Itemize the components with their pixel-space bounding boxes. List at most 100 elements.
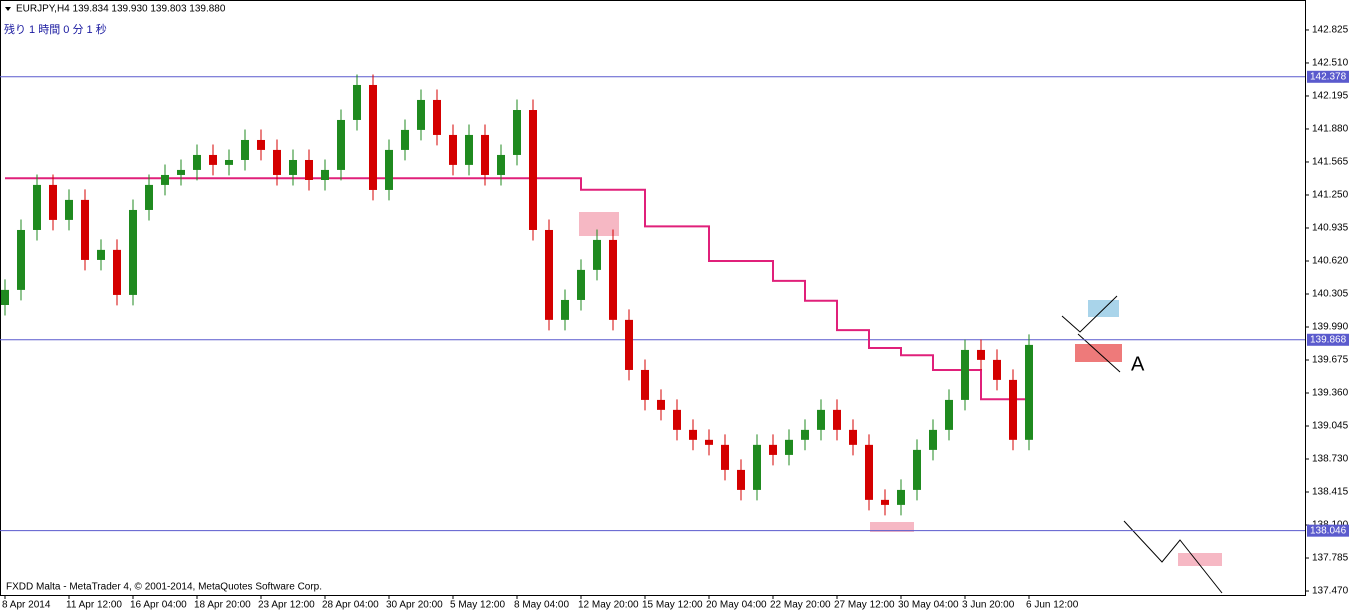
candle-body xyxy=(305,159,313,180)
x-tick-label: 8 May 04:00 xyxy=(514,600,569,611)
candle-body xyxy=(673,409,681,430)
candle-body xyxy=(17,229,25,290)
chart-header: EURJPY,H4 139.834 139.930 139.803 139.88… xyxy=(16,4,226,15)
x-tick-label: 30 May 04:00 xyxy=(898,600,959,611)
candle-body xyxy=(865,444,873,500)
x-tick-label: 27 May 12:00 xyxy=(834,600,895,611)
candle-body xyxy=(177,169,185,175)
candle-body xyxy=(49,184,57,220)
candle-body xyxy=(545,229,553,320)
y-tick-label: 142.195 xyxy=(1312,91,1349,102)
candle-body xyxy=(97,249,105,260)
candle-body xyxy=(801,429,809,440)
candle-body xyxy=(769,444,777,455)
x-tick-label: 6 Jun 12:00 xyxy=(1026,600,1079,611)
candle-body xyxy=(65,199,73,220)
candle-body xyxy=(225,159,233,165)
candle-body xyxy=(689,429,697,440)
candle-body xyxy=(353,84,361,120)
projection xyxy=(1123,520,1223,594)
candle-body xyxy=(497,154,505,175)
x-tick-label: 20 May 04:00 xyxy=(706,600,767,611)
candle-body xyxy=(753,444,761,490)
candle-body xyxy=(465,134,473,165)
candle-body xyxy=(561,299,569,320)
candle-body xyxy=(993,359,1001,380)
x-tick-label: 30 Apr 20:00 xyxy=(386,600,443,611)
candle-body xyxy=(913,449,921,490)
candle-body xyxy=(737,469,745,490)
y-tick-label: 137.785 xyxy=(1312,553,1349,564)
candle-body xyxy=(385,149,393,190)
candle-body xyxy=(257,139,265,150)
y-tick-label: 141.250 xyxy=(1312,190,1349,201)
price-label-box xyxy=(1307,70,1349,83)
projection xyxy=(1077,333,1121,373)
candle-body xyxy=(209,154,217,165)
x-tick-label: 28 Apr 04:00 xyxy=(322,600,379,611)
x-tick-label: 12 May 20:00 xyxy=(578,600,639,611)
candle-body xyxy=(833,409,841,430)
timer: 残り 1 時間 0 分 1 秒 xyxy=(4,22,107,36)
y-tick-label: 140.935 xyxy=(1312,223,1349,234)
candle-body xyxy=(529,110,537,230)
candle-body xyxy=(113,249,121,295)
y-tick-label: 142.825 xyxy=(1312,25,1349,36)
candle-body xyxy=(417,99,425,130)
x-tick-label: 23 Apr 12:00 xyxy=(258,600,315,611)
candle-body xyxy=(641,369,649,400)
candle-body xyxy=(401,129,409,150)
candle-body xyxy=(849,429,857,445)
candle-body xyxy=(705,439,713,445)
price-label: 138.046 xyxy=(1310,525,1347,536)
candle-body xyxy=(977,349,985,360)
candle-body xyxy=(721,444,729,470)
candle-body xyxy=(241,139,249,160)
candle-body xyxy=(625,319,633,370)
price-label: 142.378 xyxy=(1310,71,1347,82)
y-tick-label: 142.510 xyxy=(1312,58,1349,69)
y-tick-label: 141.565 xyxy=(1312,157,1349,168)
candle-body xyxy=(337,119,345,170)
candle-body xyxy=(577,269,585,300)
y-tick-label: 141.880 xyxy=(1312,124,1349,135)
trend-line xyxy=(5,177,1029,401)
x-tick-label: 18 Apr 20:00 xyxy=(194,600,251,611)
candle-body xyxy=(881,499,889,505)
y-tick-label: 139.675 xyxy=(1312,355,1349,366)
candle-body xyxy=(961,349,969,400)
x-tick-label: 11 Apr 12:00 xyxy=(66,600,122,611)
candle-body xyxy=(929,429,937,450)
price-label-box xyxy=(1307,333,1349,346)
candle-body xyxy=(449,134,457,165)
candle-body xyxy=(785,439,793,455)
y-tick-label: 139.045 xyxy=(1312,421,1349,432)
candle-body xyxy=(897,489,905,505)
candle-body xyxy=(1009,379,1017,440)
candle-body xyxy=(193,154,201,170)
x-tick-label: 15 May 12:00 xyxy=(642,600,703,611)
y-tick-label: 140.305 xyxy=(1312,289,1349,300)
y-tick-label: 138.730 xyxy=(1312,454,1349,465)
zone xyxy=(579,212,619,236)
projection xyxy=(1061,295,1118,333)
candle-body xyxy=(321,169,329,180)
x-tick-label: 22 May 20:00 xyxy=(770,600,831,611)
y-tick-label: 138.415 xyxy=(1312,487,1349,498)
candle-body xyxy=(1025,344,1033,440)
candle-body xyxy=(817,409,825,430)
candle-body xyxy=(657,399,665,410)
annotation: A xyxy=(1131,353,1145,375)
menu-arrow[interactable] xyxy=(5,7,11,11)
candle-body xyxy=(945,399,953,430)
x-tick-label: 5 May 12:00 xyxy=(450,600,505,611)
candle-body xyxy=(593,239,601,270)
y-tick-label: 140.620 xyxy=(1312,256,1349,267)
candle-body xyxy=(161,174,169,185)
candle-body xyxy=(289,159,297,175)
candle-body xyxy=(33,184,41,230)
candle-body xyxy=(609,239,617,320)
footer: FXDD Malta - MetaTrader 4, © 2001-2014, … xyxy=(6,582,322,593)
